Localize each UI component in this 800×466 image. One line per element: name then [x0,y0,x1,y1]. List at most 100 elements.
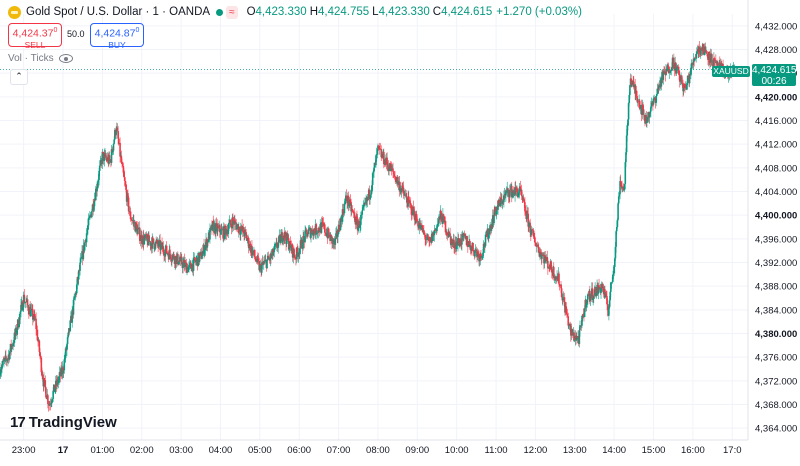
candle-body [560,288,563,298]
candle-body [524,211,527,215]
candle-body [415,214,418,221]
candle-body [41,372,43,375]
candle-body [586,299,589,304]
candle-body [254,256,257,259]
candle-body [211,221,214,231]
candle-body [484,234,487,246]
candle-body [274,246,276,247]
candle-body [12,343,14,347]
candle-body [700,48,703,51]
candle-body [497,205,499,210]
candle-body [376,149,379,155]
candle-body [474,250,476,257]
candle-body [548,266,550,269]
candle-body [337,233,339,237]
candle-body [5,359,8,361]
candle-body [636,95,638,102]
candle-body [32,319,35,320]
candle-body [482,252,484,257]
candle-body [650,102,653,107]
candle-body [547,260,549,269]
candle-body [264,259,266,262]
candle-body [463,233,466,235]
candle-body [701,50,703,51]
candle-body [79,262,81,271]
candle-body [195,259,197,263]
candle-body [39,355,42,358]
candle-body [487,228,489,239]
candle-body [363,203,365,205]
candle-body [537,247,540,253]
volume-indicator[interactable]: Vol · Ticks [8,53,73,64]
candle-body [350,201,352,212]
candle-body [280,235,282,244]
candle-body [709,62,711,64]
candle-body [130,219,133,221]
candle-body [601,284,604,288]
chevron-up-icon[interactable]: ⌃ [10,69,28,85]
candle-body [428,240,431,242]
candle-body [182,262,184,269]
candle-body [136,229,139,235]
candle-body [296,247,299,252]
candle-body [646,116,649,122]
candle-body [161,242,163,249]
low-label: L [372,6,379,18]
candle-body [66,337,69,345]
candle-body [152,237,154,239]
candle-body [383,151,385,165]
y-tick-label: 4,388.000 [755,282,797,293]
candle-body [459,238,462,245]
x-tick-label: 06:00 [287,445,311,456]
candle-body [360,214,363,216]
candle-body [287,238,290,250]
candle-body [593,295,595,299]
candle-body [623,183,626,190]
candle-body [244,229,247,232]
candle-body [690,62,693,70]
candle-body [111,149,113,153]
candle-body [393,174,396,177]
candle-body [608,307,610,316]
candle-body [98,170,100,180]
candle-body [124,180,127,186]
tradingview-logo[interactable]: 17 TradingView [10,414,117,431]
candle-body [83,242,86,251]
candle-body [127,193,129,198]
candle-body [713,58,715,67]
candle-body [704,46,707,52]
market-status-dot-icon[interactable] [216,8,224,16]
candle-body [667,66,670,74]
symbol-title[interactable]: Gold Spot / U.S. Dollar · 1 · OANDA [26,6,211,18]
candle-body [539,251,541,257]
wave-badge[interactable]: ≈ [226,5,238,19]
x-tick-label: 15:00 [642,445,666,456]
candle-body [315,224,318,234]
eye-icon[interactable] [58,54,73,63]
candle-body [408,199,411,203]
x-tick-label: 23:00 [12,445,36,456]
buy-button[interactable]: 4,424.870 BUY [90,23,144,50]
candle-body [348,199,351,206]
candle-body [645,115,648,123]
candle-body [390,165,393,170]
candle-body [560,285,562,289]
candle-body [19,311,22,315]
candle-body [613,266,615,271]
candle-body [155,241,157,243]
candle-body [361,210,363,215]
sell-button[interactable]: 4,424.370 SELL [8,23,62,50]
candle-body [635,90,638,96]
sell-price: 4,424.37 [12,27,54,40]
candle-body [101,151,104,164]
candle-body [79,258,82,263]
candle-body [139,239,142,241]
candle-body [23,294,26,303]
candle-body [309,227,312,238]
candle-body [368,189,371,200]
candle-body [600,288,602,293]
candle-body [188,264,190,268]
candle-body [57,380,60,384]
candle-body [43,378,45,387]
